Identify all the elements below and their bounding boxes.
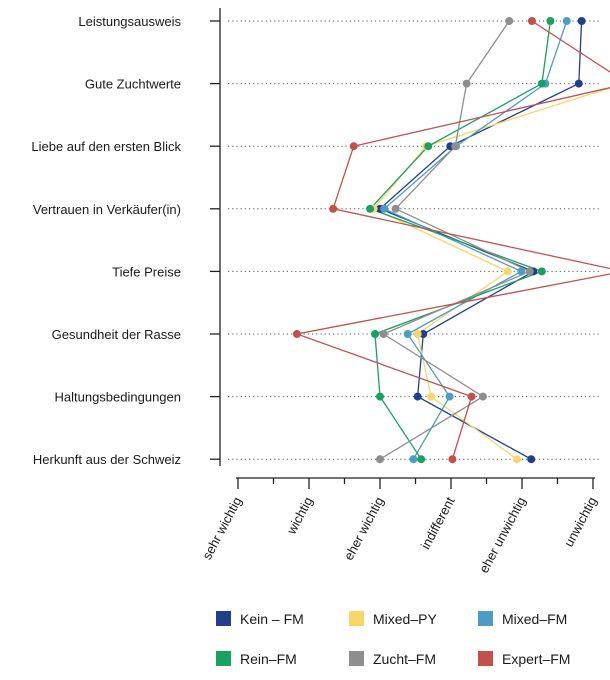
data-point bbox=[371, 330, 380, 338]
data-point bbox=[513, 455, 522, 464]
data-point bbox=[413, 392, 422, 401]
legend-label: Zucht–FM bbox=[373, 651, 436, 667]
legend-label: Kein – FM bbox=[240, 611, 304, 627]
data-point bbox=[527, 455, 536, 464]
legend-swatch bbox=[478, 651, 493, 666]
category-label: Vertrauen in Verkäufer(in) bbox=[33, 202, 181, 217]
x-tick-label: sehr wichtig bbox=[199, 494, 244, 562]
data-point bbox=[427, 392, 436, 401]
data-point bbox=[577, 17, 586, 25]
category-label: Liebe auf den ersten Blick bbox=[31, 139, 181, 154]
data-point bbox=[424, 142, 433, 151]
data-point bbox=[546, 17, 555, 25]
series-line bbox=[379, 20, 532, 460]
x-tick-label: unwichtig bbox=[561, 494, 600, 549]
x-tick-label: wichtig bbox=[283, 494, 315, 537]
data-point bbox=[525, 267, 534, 276]
data-point bbox=[445, 392, 454, 401]
data-point bbox=[537, 79, 546, 88]
data-point bbox=[391, 204, 400, 213]
category-labels: Leistungsausweis Gute Zuchtwerte Liebe auf… bbox=[31, 14, 181, 467]
data-point bbox=[349, 142, 358, 151]
legend: Kein – FM Mixed–PY Mixed–FM Rein–FM Zucht–FM… bbox=[216, 611, 570, 667]
category-label: Haltungsbedingungen bbox=[55, 390, 182, 405]
legend-label: Rein–FM bbox=[240, 651, 297, 667]
category-label: Gute Zuchtwerte bbox=[85, 77, 181, 92]
category-label: Herkunft aus der Schweiz bbox=[33, 452, 181, 467]
legend-swatch bbox=[478, 611, 493, 626]
legend-swatch bbox=[349, 611, 364, 626]
legend-swatch bbox=[216, 611, 231, 626]
legend-label: Expert–FM bbox=[502, 651, 570, 667]
data-point bbox=[292, 330, 301, 338]
data-point bbox=[413, 330, 422, 338]
category-label: Leistungsausweis bbox=[78, 14, 181, 29]
data-point bbox=[562, 17, 571, 25]
data-point bbox=[366, 204, 375, 213]
legend-swatch bbox=[216, 651, 231, 666]
x-tick-label: indifferent bbox=[418, 494, 458, 552]
data-point bbox=[537, 267, 546, 276]
series-line bbox=[294, 20, 610, 460]
data-point bbox=[505, 17, 514, 25]
data-point bbox=[379, 330, 388, 338]
x-axis-ticks: sehr wichtig wichtig eher wichtig indiffere… bbox=[199, 478, 600, 575]
data-point bbox=[376, 392, 384, 401]
data-point bbox=[574, 79, 583, 88]
data-point bbox=[417, 455, 426, 464]
series-line bbox=[372, 87, 610, 460]
data-point bbox=[419, 330, 428, 338]
data-point bbox=[409, 455, 418, 464]
data-point bbox=[329, 204, 338, 213]
data-point bbox=[517, 267, 526, 276]
data-point bbox=[448, 455, 457, 464]
x-tick-label: eher wichtig bbox=[341, 494, 387, 562]
x-tick-label: eher unwichtig bbox=[476, 494, 529, 575]
legend-label: Mixed–PY bbox=[373, 611, 437, 627]
legend-swatch bbox=[349, 651, 364, 666]
series-lines bbox=[294, 20, 610, 460]
data-point bbox=[376, 455, 384, 464]
category-label: Tiefe Preise bbox=[112, 264, 181, 279]
data-point bbox=[380, 204, 389, 213]
data-point bbox=[467, 392, 476, 401]
category-label: Gesundheit der Rasse bbox=[52, 327, 181, 342]
series-points bbox=[292, 17, 586, 464]
legend-label: Mixed–FM bbox=[502, 611, 567, 627]
data-point bbox=[527, 17, 536, 25]
data-point bbox=[478, 392, 487, 401]
data-point bbox=[503, 267, 512, 276]
series-line bbox=[368, 20, 552, 460]
data-point bbox=[403, 330, 412, 338]
data-point bbox=[462, 79, 471, 88]
data-point bbox=[451, 142, 460, 151]
